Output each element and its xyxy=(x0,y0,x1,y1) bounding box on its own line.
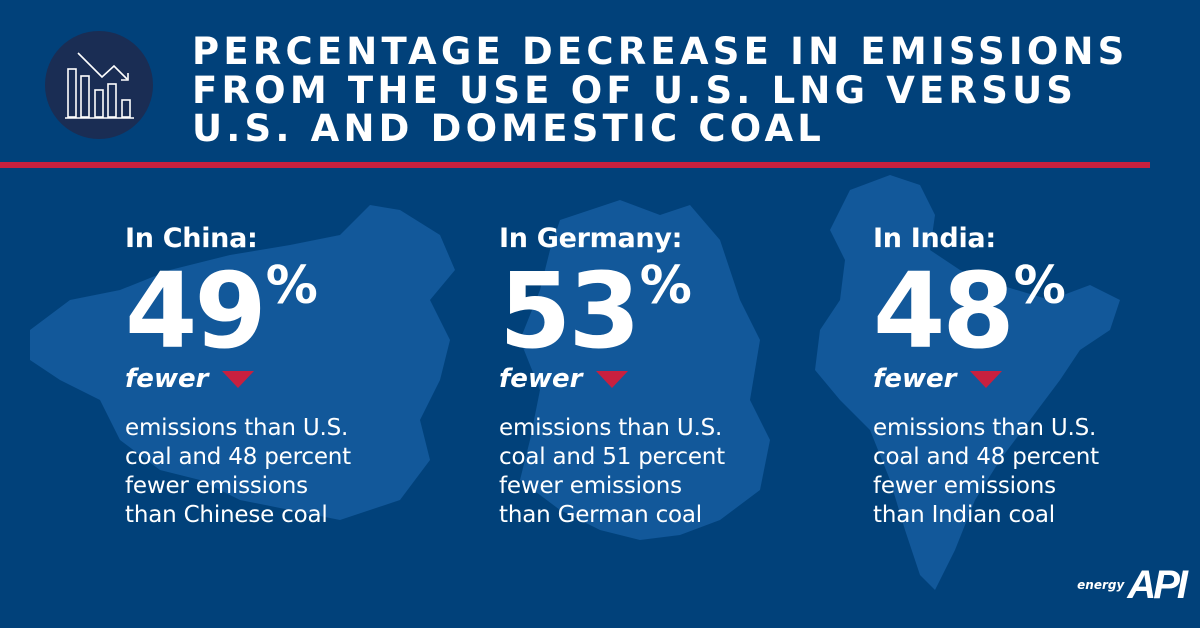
stat-label: In India: xyxy=(873,223,996,254)
stat-value: 53 xyxy=(499,250,641,372)
desc-line: emissions than U.S. xyxy=(499,415,723,441)
stat-label: In Germany: xyxy=(499,223,683,254)
page-title: Percentage decrease in emissions from th… xyxy=(192,30,1192,150)
desc-line: emissions than U.S. xyxy=(125,415,349,441)
stat-value: 48 xyxy=(873,250,1015,372)
declining-bar-chart-icon xyxy=(65,52,134,119)
india-map-shape xyxy=(815,175,1120,590)
down-triangle-icon xyxy=(596,370,629,388)
stat-qualifier: fewer xyxy=(499,364,583,394)
stat-india: In India: 48% fewer emissions than U.S. … xyxy=(873,222,1200,530)
stat-description: emissions than U.S. coal and 48 percent … xyxy=(873,414,1200,530)
down-triangle-icon xyxy=(970,370,1003,388)
china-map-shape xyxy=(30,205,455,520)
desc-line: fewer emissions xyxy=(125,473,308,499)
desc-line: than German coal xyxy=(499,502,702,528)
logo-name: API xyxy=(1127,563,1188,607)
stat-germany: In Germany: 53% fewer emissions than U.S… xyxy=(499,222,829,530)
desc-line: than Chinese coal xyxy=(125,502,328,528)
divider-line xyxy=(0,162,1150,168)
desc-line: fewer emissions xyxy=(873,473,1056,499)
api-logo: energy API xyxy=(1077,565,1188,605)
logo-prefix: energy xyxy=(1077,578,1125,592)
desc-line: coal and 48 percent xyxy=(873,444,1099,470)
desc-line: fewer emissions xyxy=(499,473,682,499)
stat-qualifier: fewer xyxy=(873,364,957,394)
stat-unit: % xyxy=(1013,256,1066,316)
stat-unit: % xyxy=(639,256,692,316)
desc-line: coal and 51 percent xyxy=(499,444,725,470)
stat-unit: % xyxy=(265,256,318,316)
stat-description: emissions than U.S. coal and 51 percent … xyxy=(499,414,829,530)
title-line: Percentage decrease in emissions xyxy=(192,30,1129,73)
desc-line: emissions than U.S. xyxy=(873,415,1097,441)
desc-line: than Indian coal xyxy=(873,502,1055,528)
stat-value: 49 xyxy=(125,250,267,372)
title-line: from the use of U.S. LNG versus xyxy=(192,68,1078,112)
down-triangle-icon xyxy=(222,370,255,388)
germany-map-shape xyxy=(520,200,770,540)
title-line: U.S. and domestic coal xyxy=(192,107,826,150)
desc-line: coal and 48 percent xyxy=(125,444,351,470)
stat-qualifier: fewer xyxy=(125,364,209,394)
stat-china: In China: 49% fewer emissions than U.S. … xyxy=(125,222,455,530)
chart-icon-badge xyxy=(45,31,153,139)
stat-label: In China: xyxy=(125,223,258,254)
stat-description: emissions than U.S. coal and 48 percent … xyxy=(125,414,455,530)
